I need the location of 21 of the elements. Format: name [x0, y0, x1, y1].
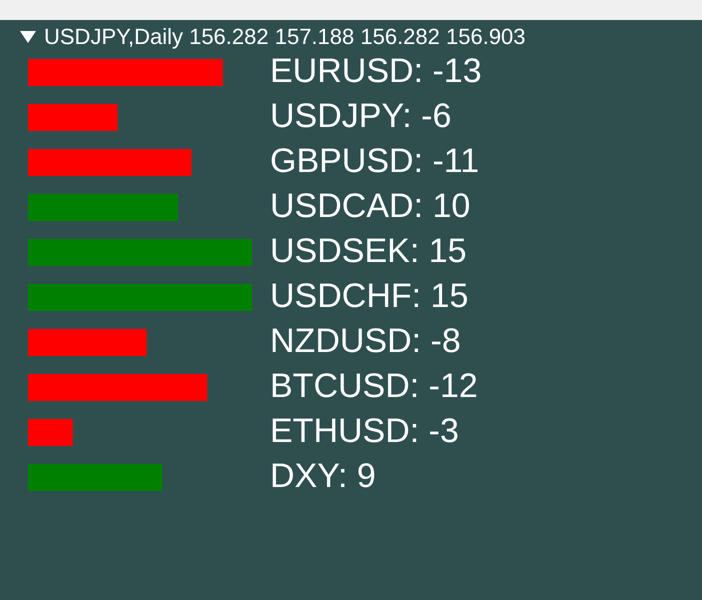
bar: [28, 104, 118, 131]
bar: [28, 464, 162, 491]
y-tick-label: USDJPY: -6: [270, 96, 452, 135]
bar: [28, 374, 208, 401]
y-tick-label: GBPUSD: -11: [270, 142, 480, 180]
bar: [28, 239, 252, 266]
bar: [28, 419, 73, 446]
y-tick-label: EURUSD: -13: [270, 52, 482, 90]
y-tick-label: ETHUSD: -3: [270, 412, 459, 450]
bar: [28, 149, 192, 176]
y-tick-label: BTCUSD: -12: [270, 366, 478, 405]
y-tick-label: USDCHF: 15: [270, 276, 468, 315]
bar: [28, 194, 178, 221]
y-tick-label: DXY: 9: [270, 456, 376, 495]
bar: [28, 59, 223, 86]
y-tick-label: USDSEK: 15: [270, 232, 467, 270]
chart-title: USDJPY,Daily 156.282 157.188 156.282 156.903: [44, 24, 526, 50]
y-tick-label: USDCAD: 10: [270, 186, 470, 225]
bar: [28, 284, 252, 311]
y-tick-label: NZDUSD: -8: [270, 322, 461, 360]
bar: [28, 329, 147, 356]
